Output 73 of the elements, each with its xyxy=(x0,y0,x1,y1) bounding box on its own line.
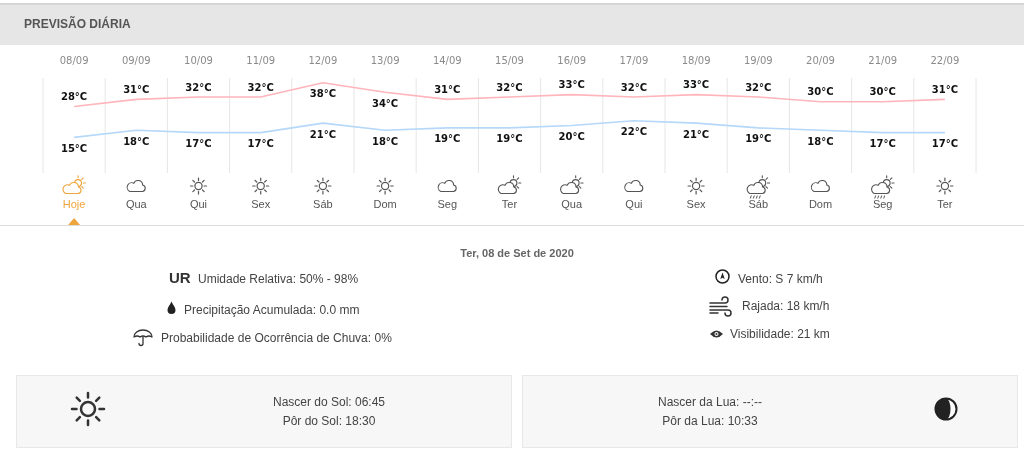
data-label: 32°C xyxy=(745,81,772,93)
data-label: 34°C xyxy=(371,97,399,109)
data-label: 17°C xyxy=(931,138,959,150)
x-tick-label: 10/09 xyxy=(184,55,213,66)
text: Hoje xyxy=(62,198,86,210)
data-label: 17°C xyxy=(185,138,212,150)
data-label: 18°C xyxy=(807,135,834,147)
data-label: 32°C xyxy=(185,81,212,93)
text: Ter xyxy=(501,198,518,210)
text: Sex xyxy=(251,198,271,210)
data-label: 21°C xyxy=(682,128,710,140)
data-label: 21°C xyxy=(309,128,337,140)
text: Probabilidade de Ocorrência de Chuva: 0% xyxy=(161,330,392,346)
x-tick-label: 19/09 xyxy=(743,55,773,66)
data-label: 31°C xyxy=(434,83,461,95)
text: Umidade Relativa: 50% - 98% xyxy=(198,271,359,287)
text: Ter, 08 de Set de 2020 xyxy=(460,246,574,260)
data-label: 15°C xyxy=(60,142,88,154)
text: Qua xyxy=(561,198,583,210)
data-label: 20°C xyxy=(558,131,585,142)
text: Pôr da Lua: 10:33 xyxy=(662,413,758,429)
x-tick-label: 20/09 xyxy=(806,55,835,66)
text: Pôr do Sol: 18:30 xyxy=(282,413,376,429)
text: Seg xyxy=(872,198,893,210)
text: Qui xyxy=(625,198,643,210)
x-tick-label: 18/09 xyxy=(681,55,711,66)
data-label: 28°C xyxy=(60,91,88,102)
data-label: 19°C xyxy=(434,133,461,145)
data-label: 18°C xyxy=(123,135,150,147)
data-label: 22°C xyxy=(620,126,648,138)
text: Sáb xyxy=(748,198,769,210)
data-label: 31°C xyxy=(931,83,959,95)
text: Seg xyxy=(437,198,458,210)
data-label: 32°C xyxy=(496,81,523,93)
data-label: 17°C xyxy=(869,138,896,150)
x-tick-label: 22/09 xyxy=(930,55,960,66)
data-label: 17°C xyxy=(247,138,274,150)
text: Nascer da Lua: --:-- xyxy=(657,394,763,410)
data-label: 38°C xyxy=(309,88,337,100)
x-tick-label: 13/09 xyxy=(370,55,400,66)
text: Nascer do Sol: 06:45 xyxy=(272,394,386,410)
data-label: 30°C xyxy=(807,86,834,98)
data-label: 19°C xyxy=(745,133,772,145)
x-tick-label: 14/09 xyxy=(432,55,462,66)
text: Visibilidade: 21 km xyxy=(730,326,830,342)
text: Dom xyxy=(808,198,833,210)
x-tick-label: 17/09 xyxy=(619,55,649,66)
x-tick-label: 16/09 xyxy=(557,55,587,66)
data-label: 32°C xyxy=(247,81,274,93)
data-label: 19°C xyxy=(496,133,523,145)
text: Ter xyxy=(937,198,953,210)
text: Rajada: 18 km/h xyxy=(742,298,830,314)
data-label: 32°C xyxy=(620,81,648,93)
text: UR xyxy=(169,269,191,287)
data-label: 33°C xyxy=(558,79,585,91)
data-label: 33°C xyxy=(682,79,710,91)
text: Dom xyxy=(373,198,397,210)
text: Qua xyxy=(125,198,148,210)
x-tick-label: 12/09 xyxy=(308,55,338,66)
x-tick-label: 21/09 xyxy=(868,55,898,66)
x-tick-label: 11/09 xyxy=(246,55,276,66)
chart-title: PREVISÃO DIÁRIA xyxy=(24,17,131,31)
data-label: 31°C xyxy=(123,83,150,95)
data-label: 30°C xyxy=(869,86,896,98)
x-tick-label: 08/09 xyxy=(59,55,89,66)
x-tick-label: 09/09 xyxy=(121,55,151,66)
text: Sex xyxy=(686,198,707,210)
data-label: 18°C xyxy=(371,135,399,147)
text: Sáb xyxy=(313,198,333,210)
text: Qui xyxy=(189,198,208,210)
x-tick-label: 15/09 xyxy=(495,55,524,66)
text: Vento: S 7 km/h xyxy=(738,271,823,287)
text: Precipitação Acumulada: 0.0 mm xyxy=(184,302,360,318)
